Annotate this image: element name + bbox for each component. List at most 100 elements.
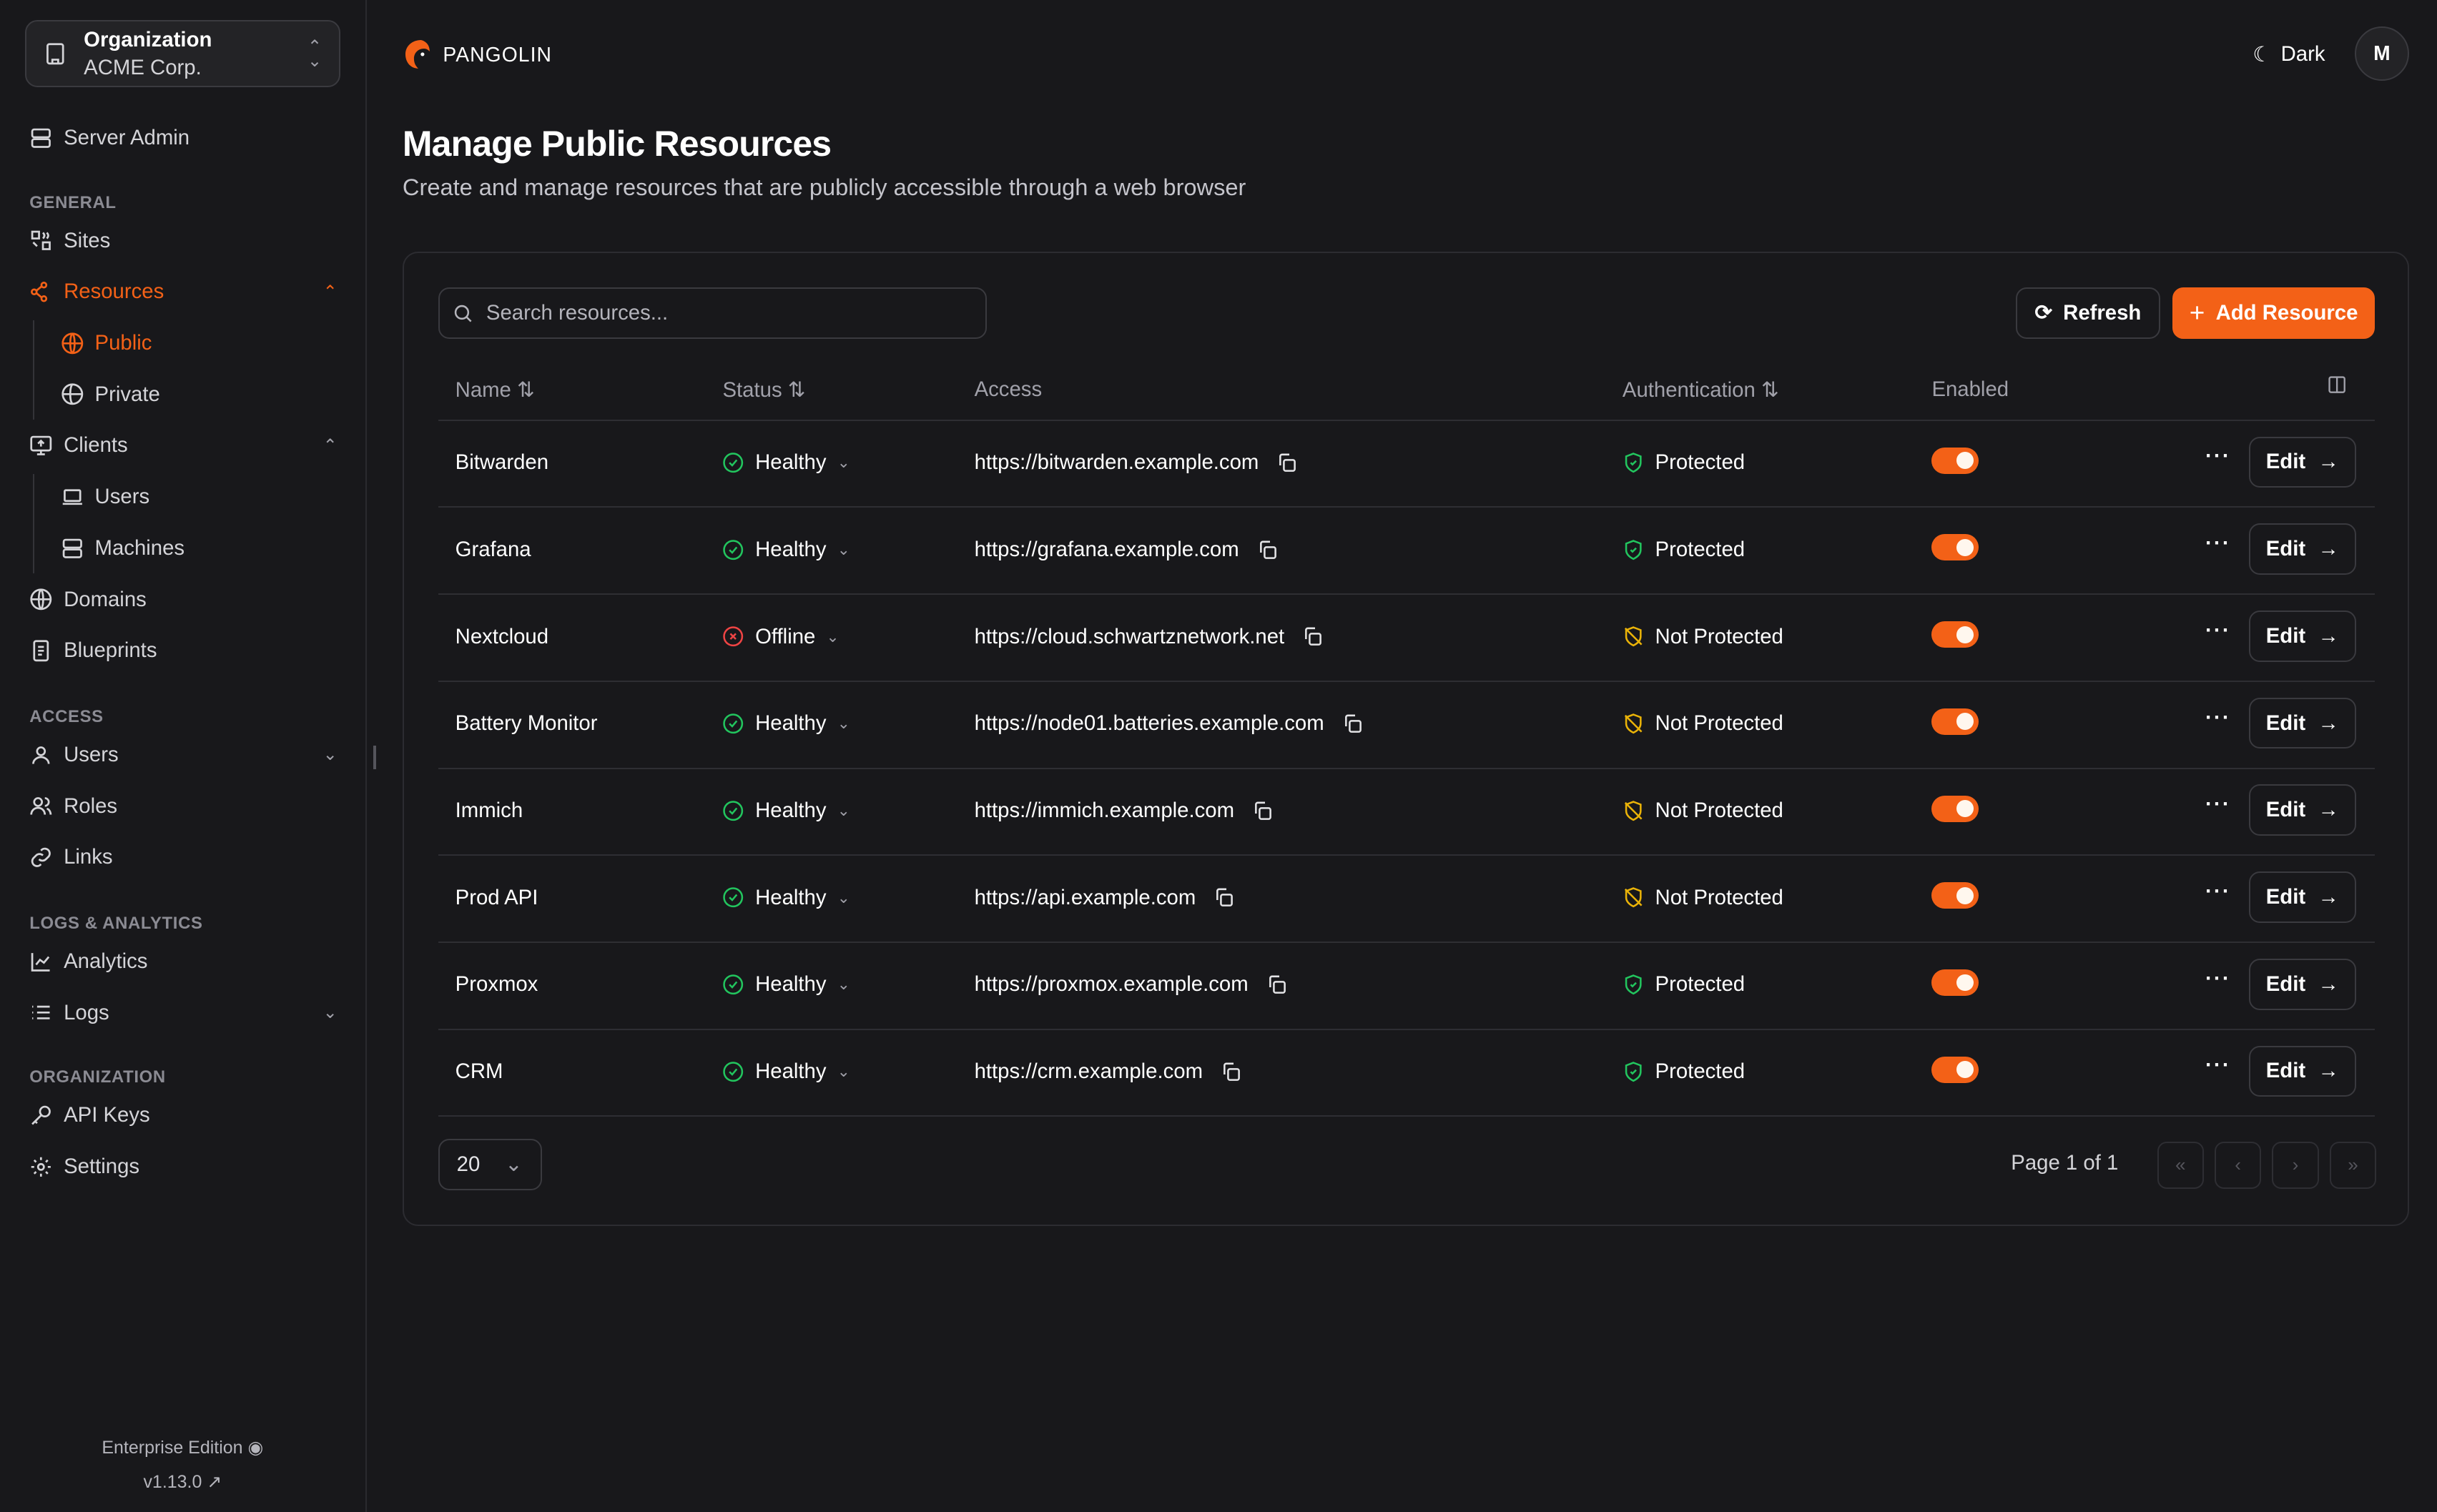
- status-dropdown[interactable]: Healthy ⌄: [722, 538, 850, 562]
- copy-icon[interactable]: [1251, 800, 1273, 821]
- brand-logo[interactable]: PANGOLIN: [401, 37, 552, 71]
- sidebar-resize-handle[interactable]: [373, 746, 376, 769]
- edit-button[interactable]: Edit →: [2248, 610, 2356, 662]
- column-authentication[interactable]: Authentication ⇅: [1623, 377, 1779, 402]
- enabled-toggle[interactable]: [1931, 708, 1979, 735]
- access-url-text[interactable]: https://proxmox.example.com: [974, 972, 1249, 997]
- more-actions-icon[interactable]: ···: [2205, 966, 2231, 990]
- column-status[interactable]: Status ⇅: [722, 377, 805, 402]
- enabled-toggle[interactable]: [1931, 969, 1979, 996]
- sidebar-item-label: Domains: [64, 587, 147, 611]
- sidebar-item-server-admin[interactable]: Server Admin: [29, 126, 337, 150]
- edit-button[interactable]: Edit →: [2248, 436, 2356, 488]
- status-dropdown[interactable]: Healthy ⌄: [722, 1059, 850, 1084]
- more-actions-icon[interactable]: ···: [2205, 618, 2231, 642]
- version-label[interactable]: v1.13.0 ↗: [0, 1471, 365, 1493]
- status-dropdown[interactable]: Healthy ⌄: [722, 711, 850, 736]
- status-text: Healthy: [755, 798, 827, 822]
- edition-text: Enterprise Edition: [102, 1438, 243, 1458]
- enabled-toggle[interactable]: [1931, 1056, 1979, 1083]
- sidebar-item-clients[interactable]: Clients ⌃: [29, 433, 338, 458]
- more-actions-icon[interactable]: ···: [2205, 1053, 2231, 1077]
- enabled-toggle[interactable]: [1931, 534, 1979, 561]
- edit-button[interactable]: Edit →: [2248, 958, 2356, 1010]
- enabled-toggle[interactable]: [1931, 621, 1979, 648]
- access-url: https://grafana.example.com: [975, 538, 1278, 562]
- access-url-text[interactable]: https://api.example.com: [974, 885, 1196, 909]
- edition-label[interactable]: Enterprise Edition ◉: [0, 1437, 365, 1458]
- sidebar-item-blueprints[interactable]: Blueprints: [29, 638, 337, 663]
- page-size-select[interactable]: 20 ⌄: [438, 1138, 543, 1190]
- arrow-right-icon: →: [2318, 884, 2339, 909]
- status-text: Healthy: [755, 1059, 827, 1084]
- column-name[interactable]: Name ⇅: [456, 377, 535, 402]
- more-actions-icon[interactable]: ···: [2205, 792, 2231, 816]
- copy-icon[interactable]: [1213, 886, 1234, 908]
- access-url-text[interactable]: https://node01.batteries.example.com: [974, 711, 1324, 736]
- next-page-button[interactable]: ›: [2272, 1142, 2319, 1189]
- sidebar-item-links[interactable]: Links: [29, 845, 337, 869]
- first-page-button[interactable]: «: [2157, 1142, 2204, 1189]
- org-selector[interactable]: Organization ACME Corp. ⌃ ⌄: [24, 20, 340, 87]
- plus-icon: +: [2189, 297, 2205, 327]
- sidebar-item-logs[interactable]: Logs ⌄: [29, 1001, 338, 1025]
- sidebar-item-roles[interactable]: Roles: [29, 794, 337, 819]
- access-url-text[interactable]: https://grafana.example.com: [974, 537, 1239, 561]
- sidebar-item-analytics[interactable]: Analytics: [29, 949, 337, 974]
- auth-text: Protected: [1655, 537, 1746, 561]
- sidebar-item-domains[interactable]: Domains: [29, 588, 337, 612]
- sidebar-item-label: Machines: [94, 535, 185, 560]
- sidebar-item-resources[interactable]: Resources ⌃: [29, 280, 338, 304]
- status-dropdown[interactable]: Healthy ⌄: [722, 450, 850, 475]
- sidebar-item-api-keys[interactable]: API Keys: [29, 1103, 337, 1127]
- refresh-button[interactable]: ⟳ Refresh: [2015, 287, 2160, 339]
- copy-icon[interactable]: [1301, 626, 1323, 647]
- file-text-icon: [33, 640, 49, 662]
- columns-icon[interactable]: [2327, 375, 2347, 400]
- resource-name: Nextcloud: [455, 624, 549, 648]
- enabled-toggle[interactable]: [1931, 447, 1979, 474]
- access-url-text[interactable]: https://bitwarden.example.com: [974, 450, 1259, 475]
- more-actions-icon[interactable]: ···: [2205, 879, 2231, 903]
- prev-page-button[interactable]: ‹: [2215, 1142, 2262, 1189]
- access-url-text[interactable]: https://crm.example.com: [974, 1059, 1203, 1084]
- enabled-toggle[interactable]: [1931, 795, 1979, 822]
- theme-toggle[interactable]: ☾ Dark: [2253, 42, 2325, 67]
- arrow-right-icon: →: [2318, 798, 2339, 822]
- edit-label: Edit: [2265, 798, 2306, 822]
- access-url-text[interactable]: https://cloud.schwartznetwork.net: [974, 624, 1285, 648]
- status-dropdown[interactable]: Healthy ⌄: [722, 886, 850, 910]
- copy-icon[interactable]: [1256, 539, 1278, 560]
- edit-button[interactable]: Edit →: [2248, 871, 2356, 923]
- status-dropdown[interactable]: Healthy ⌄: [722, 799, 850, 823]
- sidebar-item-private[interactable]: Private: [61, 382, 325, 407]
- edit-button[interactable]: Edit →: [2248, 523, 2356, 575]
- last-page-button[interactable]: »: [2329, 1142, 2377, 1189]
- access-url-text[interactable]: https://immich.example.com: [974, 798, 1235, 822]
- edit-button[interactable]: Edit →: [2248, 697, 2356, 749]
- sidebar: Organization ACME Corp. ⌃ ⌄ Server Admin …: [0, 0, 367, 1512]
- sidebar-item-users[interactable]: Users ⌄: [29, 743, 338, 767]
- sidebar-item-client-users[interactable]: Users: [61, 485, 325, 509]
- sidebar-item-sites[interactable]: Sites: [29, 229, 337, 253]
- search-input[interactable]: Search resources...: [438, 287, 987, 339]
- more-actions-icon[interactable]: ···: [2205, 444, 2231, 468]
- copy-icon[interactable]: [1276, 452, 1297, 473]
- sidebar-item-public[interactable]: Public: [61, 331, 325, 355]
- check-circle-icon: [722, 452, 744, 473]
- sidebar-item-settings[interactable]: Settings: [29, 1155, 337, 1179]
- copy-icon[interactable]: [1266, 974, 1287, 995]
- status-dropdown[interactable]: Offline ⌄: [722, 625, 840, 649]
- more-actions-icon[interactable]: ···: [2205, 531, 2231, 555]
- more-actions-icon[interactable]: ···: [2205, 705, 2231, 729]
- avatar[interactable]: M: [2354, 26, 2409, 81]
- copy-icon[interactable]: [1220, 1061, 1241, 1082]
- sidebar-item-machines[interactable]: Machines: [61, 536, 325, 560]
- enabled-toggle[interactable]: [1931, 882, 1979, 909]
- edit-button[interactable]: Edit →: [2248, 1045, 2356, 1097]
- status-dropdown[interactable]: Healthy ⌄: [722, 972, 850, 997]
- add-resource-button[interactable]: + Add Resource: [2172, 287, 2375, 339]
- copy-icon[interactable]: [1341, 713, 1363, 734]
- edit-button[interactable]: Edit →: [2248, 784, 2356, 836]
- chevron-down-icon: ⌄: [837, 453, 850, 472]
